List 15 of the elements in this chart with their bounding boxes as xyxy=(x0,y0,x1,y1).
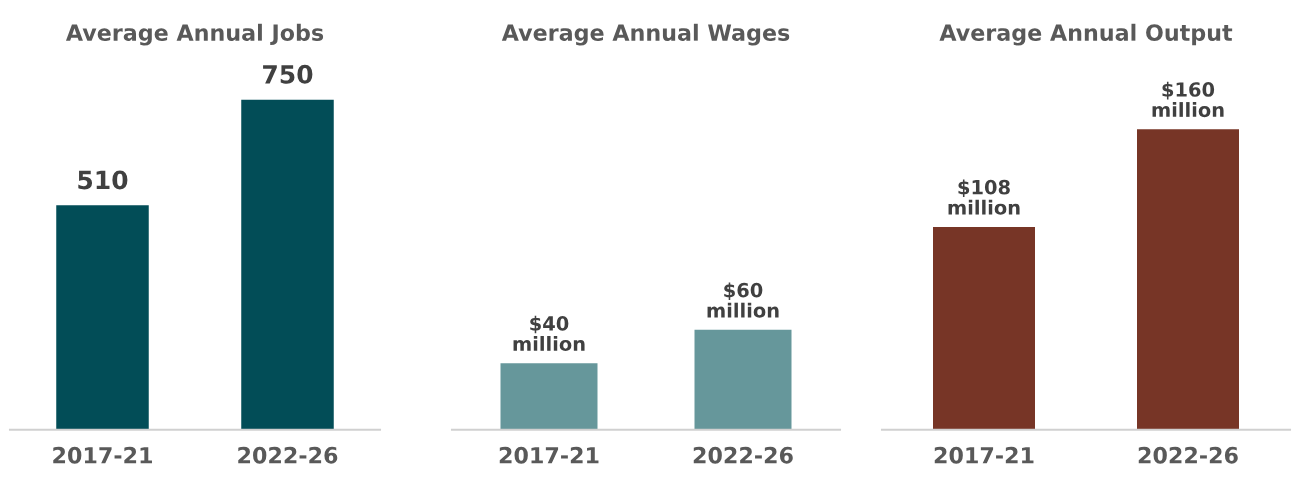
data-label: 750 xyxy=(263,64,313,84)
chart-title: Average Annual Output xyxy=(939,23,1233,46)
chart-title: Average Annual Wages xyxy=(501,23,790,46)
data-label: $60 million xyxy=(707,282,779,318)
x-tick-label: 2017-21 xyxy=(53,446,152,464)
data-label: 510 xyxy=(78,170,128,190)
x-tick-label: 2022-26 xyxy=(238,446,338,464)
data-label: $160 million xyxy=(1152,81,1224,118)
x-tick-label: 2022-26 xyxy=(693,446,793,464)
data-label: $108 million xyxy=(948,179,1020,215)
x-tick-label: 2017-21 xyxy=(499,446,599,464)
x-tick-label: 2017-21 xyxy=(934,446,1034,464)
chart-title: Average Annual Jobs xyxy=(65,23,324,46)
data-label: $40 million xyxy=(513,315,585,352)
x-tick-label: 2022-26 xyxy=(1138,446,1238,464)
